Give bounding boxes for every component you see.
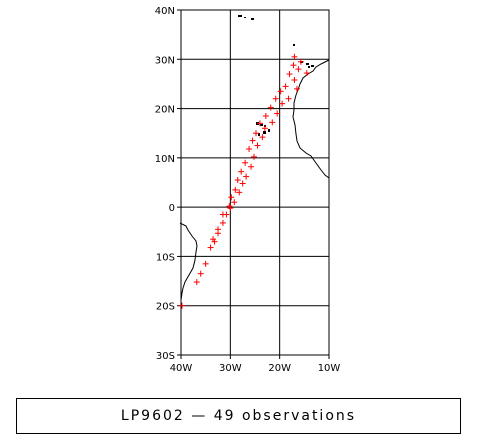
lat-lon-grid [180,9,330,356]
observation-marker [303,70,310,77]
y-tick-label: 10S [156,252,175,263]
azores-islands-icon [238,15,254,20]
observation-marker [236,189,243,196]
observation-marker [285,95,292,102]
y-tick-label: 40N [155,6,175,17]
observation-marker [259,134,266,141]
y-tick-label: 30S [156,351,175,362]
observation-marker [202,260,209,267]
observation-marker [239,180,246,187]
observation-marker [243,173,250,180]
observation-marker [219,211,226,218]
observation-marker [297,58,304,65]
observation-marker [215,230,221,237]
axis-ticks: 40W 30W 20W 10W 40N 30N 20N 10N 0 10S 20S 30S [155,6,341,374]
observation-marker [251,153,258,160]
observation-marker [293,85,300,92]
observation-marker [228,194,235,201]
observation-marker [207,244,214,251]
y-tick-label: 20S [156,302,175,313]
y-tick-label: 20N [155,105,175,116]
south-america-coastline [179,222,198,310]
observation-marker [248,163,255,170]
observation-marker [279,100,286,107]
observation-marker [272,95,279,102]
x-tick-label: 40W [170,363,193,374]
observation-marker [242,159,249,166]
map-frame [180,9,330,356]
observation-marker [193,279,200,286]
observation-marker [211,238,218,245]
observation-marker [197,270,204,277]
cape-verde-islands-icon [256,122,270,136]
observation-marker [262,112,269,119]
x-tick-label: 20W [268,363,291,374]
observation-marker [246,145,253,152]
observation-marker [227,205,234,212]
observation-marker [286,71,293,78]
observation-marker [261,125,268,132]
observation-marker [232,186,239,193]
observation-marker [238,168,245,175]
observation-marker [267,104,274,111]
observation-marker [295,66,302,73]
caption-text: LP9602 — 49 observations [120,408,357,424]
observation-marker [219,219,226,226]
observation-marker [282,83,289,90]
y-tick-label: 0 [169,203,175,214]
observation-marker [291,76,298,83]
observation-marker [274,110,281,117]
observation-marker [256,120,263,127]
madeira-island-icon [293,44,295,46]
observation-marker [178,302,185,309]
y-tick-label: 30N [155,55,175,66]
observation-marker [231,199,238,206]
observation-marker [249,137,256,144]
observation-marker [291,53,298,60]
observation-marker [234,177,241,184]
observation-marker [290,62,297,69]
observation-marker [277,88,284,95]
observation-marker [252,130,259,137]
x-tick-label: 10W [318,363,341,374]
observation-markers [178,53,310,309]
y-tick-label: 10N [155,154,175,165]
caption-box: LP9602 — 49 observations [16,398,461,434]
observation-marker [269,119,276,126]
observation-marker [254,142,261,149]
x-tick-label: 30W [219,363,242,374]
africa-coastline [292,59,330,179]
